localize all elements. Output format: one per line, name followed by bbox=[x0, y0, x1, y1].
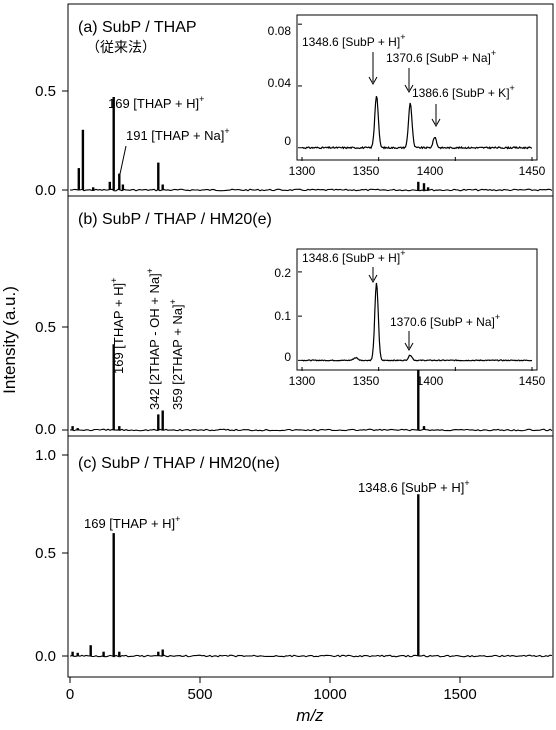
x-axis-ticks bbox=[69, 677, 461, 683]
panel-a-inset-axis-ticks bbox=[298, 23, 533, 161]
panel-b-ytick-0.0: 0.0 bbox=[35, 421, 56, 438]
panel-b: (b) SubP / THAP / HM20(e) 0.5 0.0 169 [T… bbox=[35, 211, 553, 438]
panel-a-inset-arrows bbox=[368, 52, 441, 128]
panel-a-annotation-191-pointer bbox=[119, 145, 127, 175]
panel-a-peaks bbox=[77, 97, 430, 190]
panel-c-annotation-1348: 1348.6 [SubP + H]+ bbox=[358, 478, 470, 495]
panel-a-spectrum-line bbox=[69, 188, 553, 192]
panel-a-inset-ytick-0.08: 0.08 bbox=[268, 24, 292, 38]
panel-a-inset-annotation-1348: 1348.6 [SubP + H]+ bbox=[302, 32, 405, 49]
main-plot-frame bbox=[67, 3, 554, 678]
panel-a-inset-xtick-1450: 1450 bbox=[519, 164, 546, 178]
panel-a-inset-frame bbox=[296, 14, 538, 161]
x-tick-label-1500: 1500 bbox=[443, 686, 476, 703]
panel-b-inset-frame bbox=[296, 248, 538, 371]
panel-b-inset-spectrum bbox=[302, 282, 533, 362]
panel-b-annotation-359: 359 [2THAP + Na]+ bbox=[168, 299, 185, 410]
panel-b-inset-annotation-1348: 1348.6 [SubP + H]+ bbox=[302, 248, 405, 265]
panel-c-ytick-0.5: 0.5 bbox=[35, 545, 56, 562]
panel-a-inset-xtick-1400: 1400 bbox=[417, 164, 444, 178]
panel-b-inset-xtick-1300: 1300 bbox=[289, 374, 316, 388]
panel-a-annotation-169: 169 [THAP + H]+ bbox=[108, 94, 204, 111]
panel-b-inset-axis-ticks bbox=[298, 271, 533, 371]
panel-b-inset-ytick-0: 0 bbox=[284, 350, 291, 364]
panel-a: (a) SubP / THAP （従来法） 0.5 0.0 169 [THAP … bbox=[35, 14, 553, 199]
panel-b-inset-xtick-1400: 1400 bbox=[417, 374, 444, 388]
y-axis-label: Intensity (a.u.) bbox=[0, 286, 19, 394]
panel-a-inset-annotation-1370: 1370.6 [SubP + Na]+ bbox=[386, 48, 496, 65]
panel-c-ytick-0.0: 0.0 bbox=[35, 648, 56, 665]
panel-a-inset-annotation-1386: 1386.6 [SubP + K]+ bbox=[412, 83, 515, 100]
x-axis-label: m/z bbox=[296, 706, 324, 725]
panel-c-spectrum-line bbox=[69, 654, 553, 658]
panel-b-inset: 0.2 0.1 0 1300 1350 1400 1450 1348.6 [Su… bbox=[274, 248, 545, 388]
panel-a-ytick-0.5: 0.5 bbox=[35, 83, 56, 100]
panel-b-inset-ytick-0.1: 0.1 bbox=[274, 309, 291, 323]
panel-b-annotation-169: 169 [THAP + H]+ bbox=[109, 278, 126, 374]
panel-b-inset-arrows bbox=[368, 267, 414, 352]
panel-c-title: (c) SubP / THAP / HM20(ne) bbox=[78, 455, 280, 472]
panel-a-inset-ytick-0.04: 0.04 bbox=[268, 76, 292, 90]
x-tick-label-500: 500 bbox=[187, 686, 212, 703]
panel-c-annotation-169: 169 [THAP + H]+ bbox=[84, 514, 180, 531]
panel-b-peaks bbox=[71, 344, 426, 430]
panel-b-title: (b) SubP / THAP / HM20(e) bbox=[78, 211, 272, 228]
panel-b-inset-xtick-1450: 1450 bbox=[519, 374, 546, 388]
panel-a-inset-ytick-0: 0 bbox=[284, 134, 291, 148]
panel-a-inset-xtick-1300: 1300 bbox=[289, 164, 316, 178]
panel-a-subtitle: （従来法） bbox=[86, 39, 156, 55]
panel-a-ytick-0.0: 0.0 bbox=[35, 182, 56, 199]
panel-b-inset-annotation-1370: 1370.6 [SubP + Na]+ bbox=[390, 312, 500, 329]
panel-a-inset: 0.08 0.04 0 1300 1350 1400 1450 1348.6 [… bbox=[268, 14, 546, 178]
panel-b-spectrum-line bbox=[69, 428, 553, 432]
panel-c: (c) SubP / THAP / HM20(ne) 1.0 0.5 0.0 1… bbox=[35, 447, 553, 665]
panel-a-inset-xtick-1350: 1350 bbox=[353, 164, 380, 178]
x-tick-label-1000: 1000 bbox=[313, 686, 346, 703]
panel-b-ytick-0.5: 0.5 bbox=[35, 319, 56, 336]
panel-a-inset-spectrum bbox=[301, 96, 533, 150]
panel-b-annotation-342: 342 [2THAP - OH + Na]+ bbox=[145, 268, 162, 410]
panel-c-peaks bbox=[71, 494, 420, 656]
panel-b-inset-xtick-1350: 1350 bbox=[353, 374, 380, 388]
panel-a-title: (a) SubP / THAP bbox=[78, 19, 197, 36]
x-tick-label-0: 0 bbox=[66, 686, 74, 703]
panel-c-ytick-1.0: 1.0 bbox=[35, 447, 56, 464]
panel-a-annotation-191: 191 [THAP + Na]+ bbox=[126, 126, 230, 143]
panel-b-inset-ytick-0.2: 0.2 bbox=[274, 266, 291, 280]
